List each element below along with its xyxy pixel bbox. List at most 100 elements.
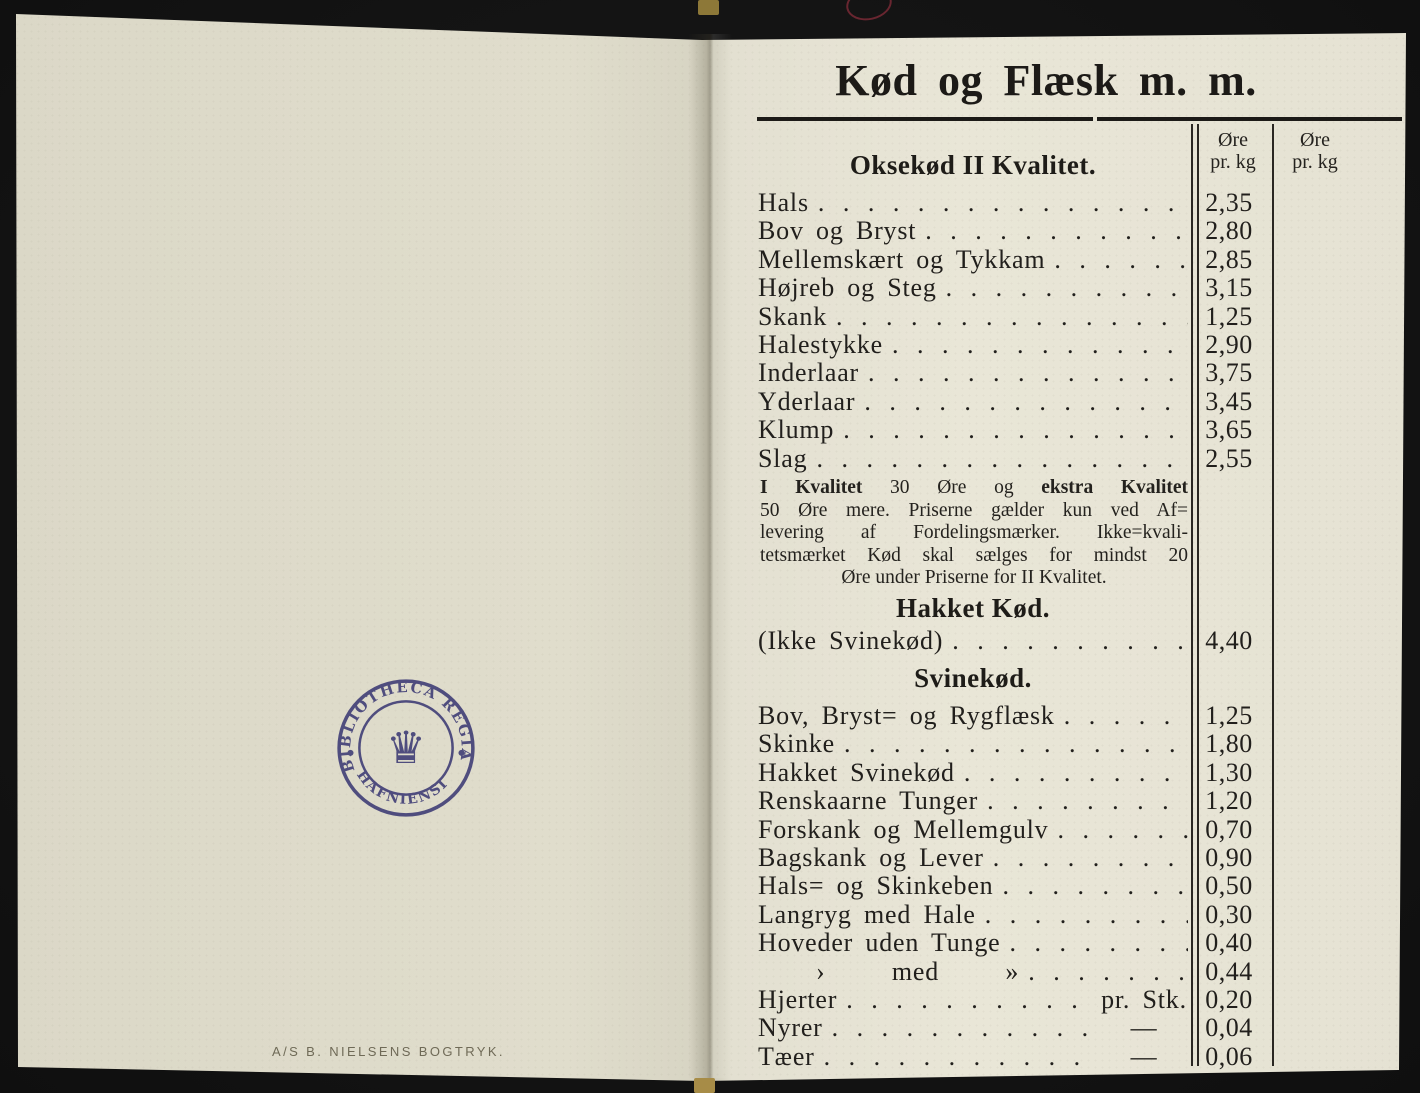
leader-dots: [994, 871, 1189, 901]
quality-note: I Kvalitet 30 Øre og ekstra Kvalitet 50 …: [760, 477, 1188, 590]
table-row: Klump 3,65: [758, 415, 1270, 445]
item-label: Halestykke: [758, 329, 883, 359]
section-heading-hakket: Hakket Kød.: [895, 593, 1051, 623]
table-row: Hjerter pr. Stk. 0,20: [758, 984, 1270, 1014]
unit-line: pr. kg: [1292, 151, 1338, 173]
item-price: 0,20: [1205, 984, 1253, 1014]
section-heading-oksekod: Oksekød II Kvalitet.: [849, 150, 1097, 180]
item-price: 0,30: [1205, 899, 1253, 929]
leader-dots: [976, 900, 1188, 930]
item-price: 0,06: [1205, 1041, 1253, 1071]
page-title: Kød og Flæsk m. m.: [835, 56, 1257, 105]
table-row: Hals 2,35: [758, 188, 1270, 217]
item-price: 0,50: [1205, 871, 1253, 901]
note-text: 30 Øre og: [862, 477, 1042, 498]
leader-dots: [1001, 928, 1189, 958]
item-unit: pr. Stk.: [1101, 984, 1187, 1014]
leader-dots: [807, 444, 1188, 474]
table-row: › med » 0,44: [758, 956, 1270, 987]
table-row: (Ikke Svinekød) 4,40: [758, 626, 1270, 655]
table-row: Skinke 1,80: [758, 729, 1270, 759]
note-text: 50 Øre mere. Priserne gælder kun ved Af=: [760, 499, 1188, 521]
title-rule-right: [1097, 117, 1402, 121]
stamp-dot-right: [458, 749, 465, 756]
table-row: Renskaarne Tunger 1,20: [758, 786, 1270, 816]
item-label: (Ikke Svinekød): [758, 626, 944, 655]
library-stamp: BIBLIOTHECA REGIA HAFNIENSIS ♛: [330, 672, 475, 817]
price-unit-header-1: Øre pr. kg: [1198, 129, 1268, 173]
item-price: 0,90: [1205, 842, 1253, 872]
leader-dots: [978, 786, 1188, 816]
item-price: 0,04: [1205, 1013, 1253, 1043]
leader-dots: [1019, 957, 1188, 987]
table-rule-single: [1272, 124, 1274, 1066]
leader-dots: [827, 302, 1188, 332]
item-label: Yderlaar: [758, 386, 856, 416]
note-line: I Kvalitet 30 Øre og ekstra Kvalitet: [760, 477, 1188, 500]
leader-dots: [859, 358, 1188, 388]
item-price: 3,15: [1205, 273, 1253, 303]
table-row: Inderlaar 3,75: [758, 358, 1270, 388]
item-price: 3,75: [1205, 358, 1253, 388]
red-marking: [843, 0, 895, 25]
leader-dots: [937, 273, 1188, 303]
item-label: Klump: [758, 415, 835, 445]
stamp-dot-left: [347, 749, 354, 756]
item-price: 0,44: [1205, 956, 1253, 986]
table-row: Hoveder uden Tunge 0,40: [758, 928, 1270, 958]
note-line: tetsmærket Kød skal sælges for mindst 20: [760, 545, 1188, 568]
leader-dots: [815, 1042, 1098, 1072]
item-label: Langryg med Hale: [758, 899, 976, 929]
fold-spine: [688, 34, 732, 1078]
leader-dots: [823, 1013, 1098, 1043]
svinekod-price-list: Bov, Bryst= og Rygflæsk 1,25 Skinke 1,80 H…: [758, 701, 1270, 1072]
item-label: Slag: [758, 443, 808, 473]
table-row: Nyrer — 0,04: [758, 1013, 1270, 1043]
item-label: › med »: [816, 956, 1020, 986]
item-price: 2,55: [1205, 443, 1253, 473]
table-row: Forskank og Mellemgulv 0,70: [758, 814, 1270, 844]
item-price: 0,40: [1205, 928, 1253, 958]
leader-dots: [984, 843, 1188, 873]
table-row: Bov, Bryst= og Rygflæsk 1,25: [758, 701, 1270, 731]
item-label: Hjerter: [758, 984, 838, 1014]
table-row: Yderlaar 3,45: [758, 386, 1270, 417]
table-row: Halestykke 2,90: [758, 329, 1270, 359]
unit-line: pr. kg: [1210, 151, 1256, 173]
hakket-price-list: (Ikke Svinekød) 4,40: [758, 626, 1270, 655]
item-label: Højreb og Steg: [758, 273, 937, 303]
item-label: Skank: [758, 301, 827, 331]
table-row: Mellemskært og Tykkam 2,85: [758, 244, 1270, 275]
stamp-inner-ring: [358, 700, 454, 796]
leader-dots: [955, 758, 1188, 788]
leader-dots: [834, 415, 1188, 445]
item-unit: —: [1130, 1041, 1158, 1071]
table-row: Hals= og Skinkeben 0,50: [758, 871, 1270, 901]
crown-icon: ♛: [386, 722, 426, 774]
leader-dots: [1055, 701, 1188, 731]
table-row: Højreb og Steg 3,15: [758, 273, 1270, 303]
unit-line: Øre: [1300, 129, 1330, 151]
item-label: Nyrer: [758, 1013, 823, 1043]
table-row: Tæer — 0,06: [758, 1041, 1270, 1072]
tape-fragment-top: [698, 0, 719, 15]
table-row: Skank 1,25: [758, 301, 1270, 332]
item-price: 1,25: [1205, 301, 1253, 331]
item-label: Mellemskært og Tykkam: [758, 244, 1046, 274]
item-label: Renskaarne Tunger: [758, 786, 979, 816]
item-label: Forskank og Mellemgulv: [758, 814, 1049, 844]
price-unit-header-2: Øre pr. kg: [1277, 129, 1353, 173]
note-line: 50 Øre mere. Priserne gælder kun ved Af=: [760, 500, 1188, 523]
item-price: 1,80: [1205, 729, 1253, 759]
item-label: Bov, Bryst= og Rygflæsk: [758, 701, 1055, 730]
item-price: 1,30: [1205, 757, 1253, 787]
title-rule-left: [757, 117, 1093, 121]
leader-dots: [1045, 245, 1188, 275]
item-label: Skinke: [758, 729, 836, 759]
leader-dots: [855, 387, 1188, 417]
item-price: 4,40: [1205, 626, 1253, 655]
section-heading-svinekod: Svinekød.: [914, 663, 1032, 693]
item-price: 2,90: [1205, 329, 1253, 359]
item-price: 2,35: [1205, 188, 1253, 217]
